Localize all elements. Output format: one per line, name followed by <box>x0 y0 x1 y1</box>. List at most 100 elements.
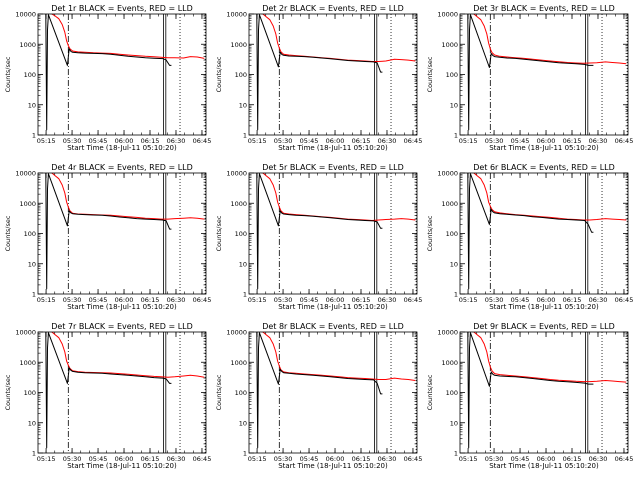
x-tick-label: 06:30 <box>167 137 186 145</box>
x-tick-label: 06:45 <box>193 455 212 463</box>
y-tick-label: 100 <box>446 230 458 238</box>
y-tick-label: 100 <box>24 389 36 397</box>
x-tick-label: 05:15 <box>459 137 478 145</box>
y-tick-label: 10000 <box>437 170 458 178</box>
detector-panel-1: Det 1r BLACK = Events, RED = LLD 1 10 100 10… <box>4 4 211 152</box>
detector-panel-6: Det 6r BLACK = Events, RED = LLD 1 10 100 10… <box>426 163 633 311</box>
x-tick-label: 05:30 <box>485 455 504 463</box>
x-axis-label: Start Time (18-Jul-11 05:10:20) <box>489 303 599 311</box>
x-tick-label: 05:30 <box>63 296 82 304</box>
y-tick-label: 1 <box>243 132 247 140</box>
y-tick-label: 1000 <box>230 359 247 367</box>
x-tick-label: 05:45 <box>89 455 108 463</box>
x-tick-label: 06:15 <box>141 455 160 463</box>
x-tick-label: 06:45 <box>193 296 212 304</box>
x-tick-label: 06:00 <box>326 455 345 463</box>
x-tick-label: 05:45 <box>89 137 108 145</box>
panel-title: Det 9r BLACK = Events, RED = LLD <box>473 322 615 331</box>
panel-title: Det 7r BLACK = Events, RED = LLD <box>51 322 193 331</box>
x-tick-label: 06:30 <box>378 137 397 145</box>
plot-frame <box>459 13 629 136</box>
series-group <box>256 173 416 290</box>
y-tick-label: 1 <box>243 291 247 299</box>
x-tick-label: 06:30 <box>589 296 608 304</box>
series-group <box>467 14 627 131</box>
x-tick-label: 05:15 <box>459 455 478 463</box>
x-tick-label: 05:30 <box>485 137 504 145</box>
panel-title: Det 3r BLACK = Events, RED = LLD <box>473 4 615 13</box>
x-tick-label: 05:45 <box>300 296 319 304</box>
y-tick-label: 1000 <box>19 41 36 49</box>
series-line-events <box>256 14 383 131</box>
x-axis-label: Start Time (18-Jul-11 05:10:20) <box>67 144 177 152</box>
x-tick-label: 06:45 <box>404 455 423 463</box>
series-line-lld <box>261 14 416 62</box>
y-tick-label: 10000 <box>226 329 247 337</box>
y-tick-label: 1000 <box>230 200 247 208</box>
y-tick-label: 100 <box>24 230 36 238</box>
detector-panel-8: Det 8r BLACK = Events, RED = LLD 1 10 100 10… <box>215 322 422 470</box>
x-tick-label: 06:00 <box>115 296 134 304</box>
panel-title: Det 8r BLACK = Events, RED = LLD <box>262 322 404 331</box>
x-tick-label: 05:30 <box>274 455 293 463</box>
x-tick-label: 06:00 <box>537 455 556 463</box>
y-tick-label: 1 <box>454 291 458 299</box>
panel-title: Det 6r BLACK = Events, RED = LLD <box>473 163 615 172</box>
detector-panel-3: Det 3r BLACK = Events, RED = LLD 1 10 100 10… <box>426 4 633 152</box>
series-line-lld <box>472 14 627 65</box>
y-tick-label: 1000 <box>230 41 247 49</box>
series-line-lld <box>261 332 416 381</box>
x-tick-label: 05:30 <box>274 137 293 145</box>
series-line-lld <box>50 14 205 59</box>
detector-panel-4: Det 4r BLACK = Events, RED = LLD 1 10 100 10… <box>4 163 211 311</box>
series-line-events <box>467 14 594 131</box>
panel-title: Det 1r BLACK = Events, RED = LLD <box>51 4 193 13</box>
y-tick-label: 10 <box>28 260 36 268</box>
series-line-lld <box>472 332 627 383</box>
series-group <box>467 332 627 449</box>
x-tick-label: 05:15 <box>248 296 267 304</box>
plot-frame <box>459 172 629 295</box>
x-tick-label: 06:00 <box>326 137 345 145</box>
detector-panel-9: Det 9r BLACK = Events, RED = LLD 1 10 100 10… <box>426 322 633 470</box>
plot-frame <box>248 172 418 295</box>
x-tick-label: 06:45 <box>615 296 634 304</box>
y-tick-label: 10000 <box>226 170 247 178</box>
x-tick-label: 06:30 <box>378 296 397 304</box>
y-tick-label: 10000 <box>437 11 458 19</box>
plot-frame <box>248 331 418 454</box>
y-tick-label: 1 <box>454 450 458 458</box>
y-axis-label: Counts/sec <box>426 56 434 92</box>
y-tick-label: 1 <box>243 450 247 458</box>
detector-panel-5: Det 5r BLACK = Events, RED = LLD 1 10 100 10… <box>215 163 422 311</box>
series-group <box>45 332 205 449</box>
x-axis-label: Start Time (18-Jul-11 05:10:20) <box>67 303 177 311</box>
x-tick-label: 06:15 <box>563 455 582 463</box>
x-tick-label: 06:00 <box>115 137 134 145</box>
plot-frame <box>37 331 207 454</box>
panel-title: Det 4r BLACK = Events, RED = LLD <box>51 163 193 172</box>
plot-frame <box>459 331 629 454</box>
y-tick-label: 10000 <box>226 11 247 19</box>
y-tick-label: 10000 <box>437 329 458 337</box>
x-tick-label: 05:45 <box>300 455 319 463</box>
x-tick-label: 06:00 <box>115 455 134 463</box>
y-tick-label: 1 <box>32 450 36 458</box>
x-tick-label: 05:30 <box>63 455 82 463</box>
series-line-events <box>467 332 594 449</box>
series-line-events <box>256 173 383 290</box>
x-tick-label: 06:45 <box>615 455 634 463</box>
x-tick-label: 06:15 <box>352 296 371 304</box>
x-tick-label: 05:30 <box>274 296 293 304</box>
x-tick-label: 05:45 <box>511 455 530 463</box>
x-tick-label: 05:45 <box>300 137 319 145</box>
y-axis-label: Counts/sec <box>215 374 223 410</box>
x-tick-label: 06:30 <box>167 296 186 304</box>
x-tick-label: 06:30 <box>378 455 397 463</box>
panel-title: Det 5r BLACK = Events, RED = LLD <box>262 163 404 172</box>
y-tick-label: 10 <box>450 260 458 268</box>
x-tick-label: 05:45 <box>89 296 108 304</box>
y-tick-label: 1000 <box>19 200 36 208</box>
y-tick-label: 10 <box>28 419 36 427</box>
